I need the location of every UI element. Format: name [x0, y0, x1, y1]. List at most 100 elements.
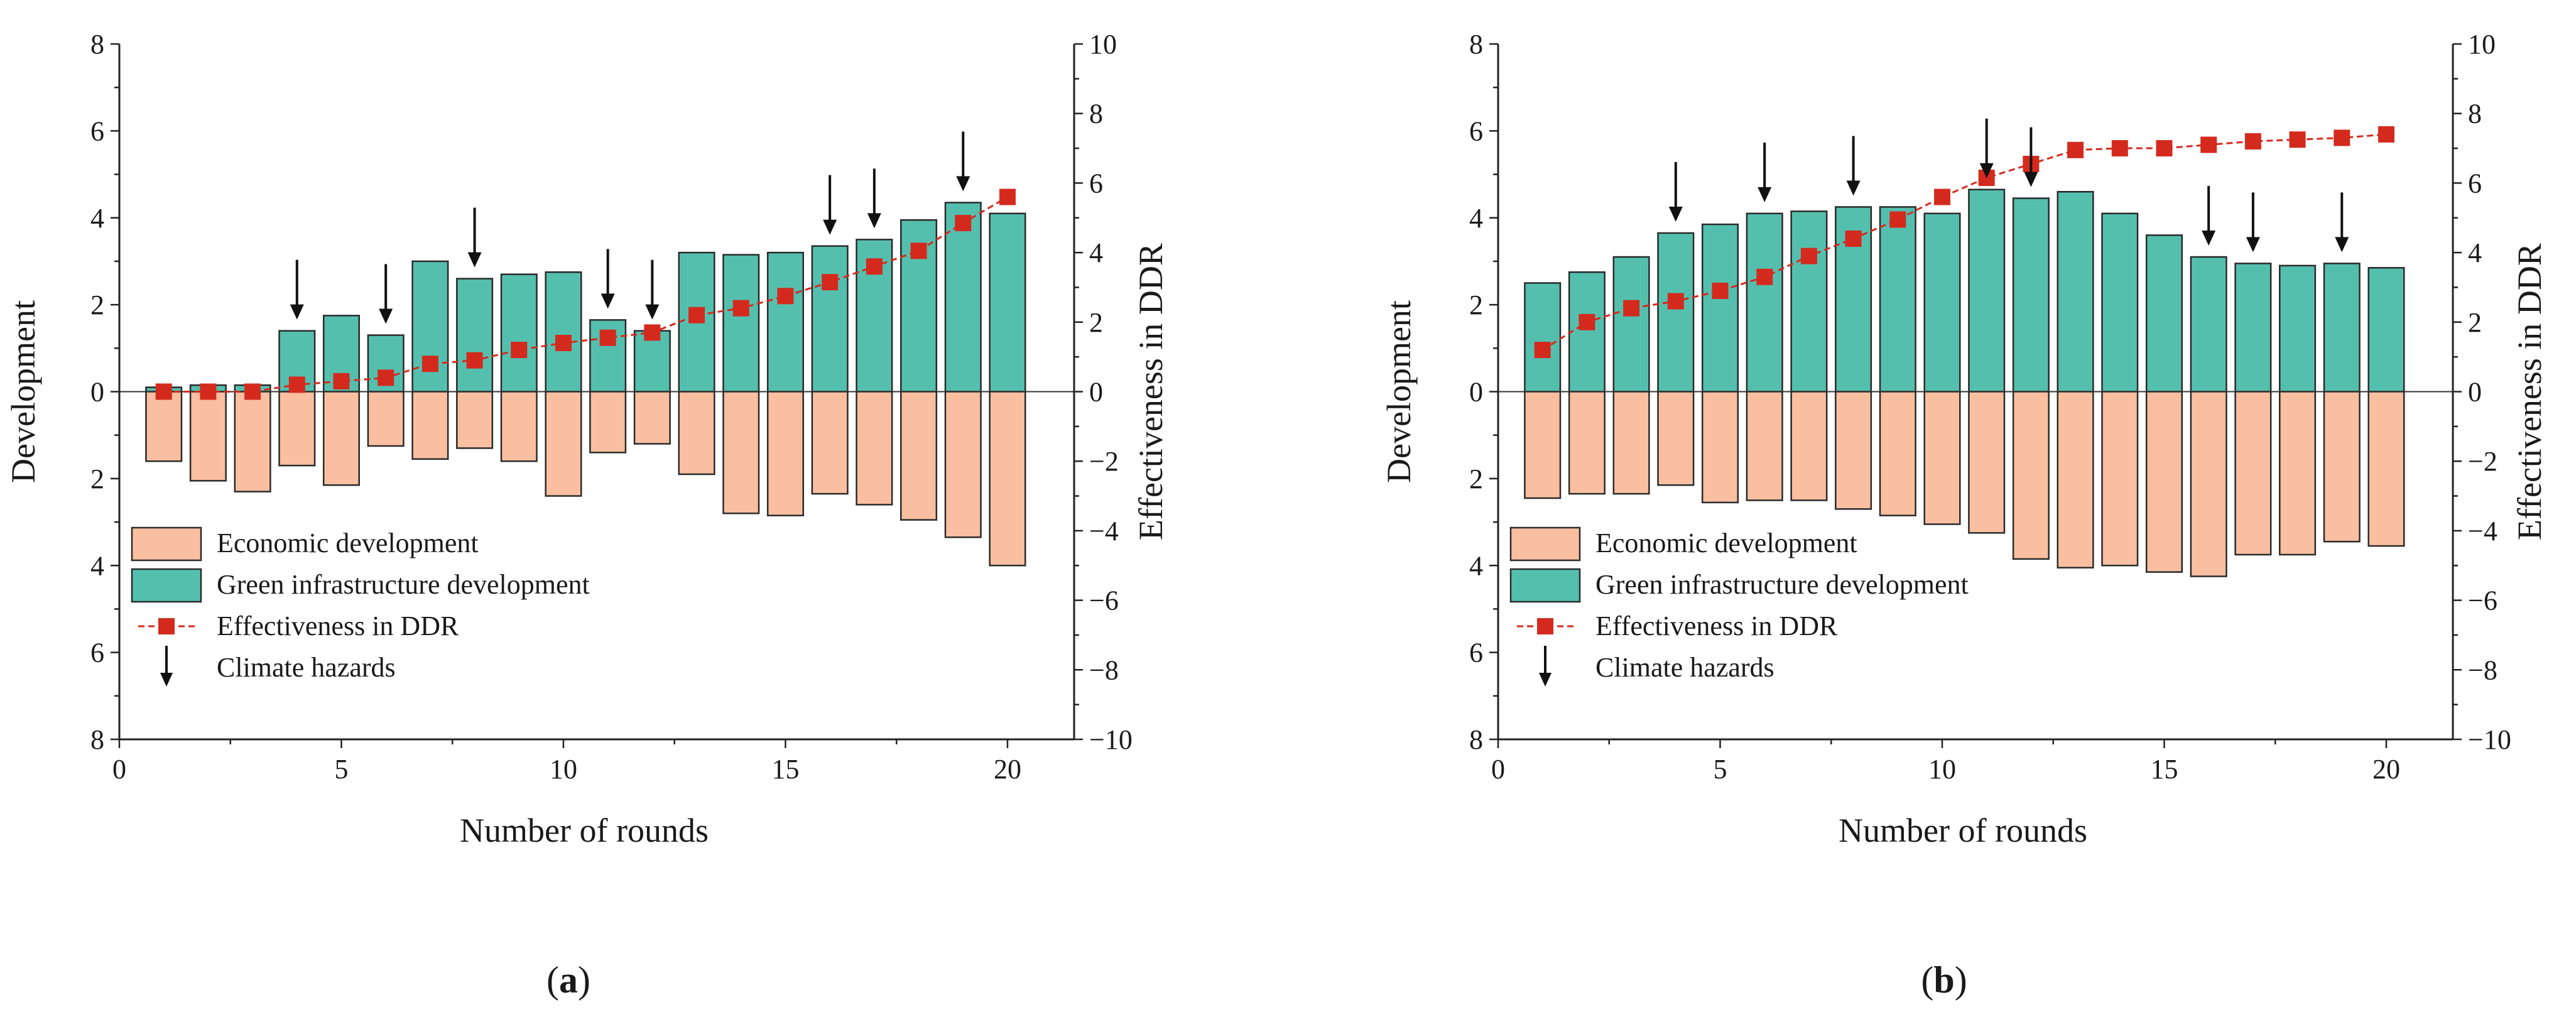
- effectiveness-point: [333, 373, 350, 389]
- y-right-tick-label: 4: [1089, 237, 1103, 268]
- green-infrastructure-bar: [589, 319, 627, 393]
- y-right-tick-label: −10: [2468, 724, 2511, 755]
- economic-development-bar: [678, 391, 715, 476]
- green-infrastructure-bar: [944, 202, 982, 393]
- economic-development-bar: [145, 391, 183, 462]
- green-infrastructure-bar: [2101, 212, 2139, 393]
- effectiveness-point: [1579, 313, 1595, 330]
- climate-hazard-arrow: [2024, 127, 2038, 187]
- y-left-tick-label: 6: [1469, 116, 1483, 146]
- effectiveness-point: [688, 307, 705, 324]
- y-right-tick-label: −2: [2468, 446, 2497, 477]
- y-left-tick-label: 6: [90, 638, 104, 668]
- effectiveness-point: [1889, 211, 1906, 228]
- y-right-tick-label: −6: [1089, 585, 1119, 616]
- green-infrastructure-bar: [1701, 223, 1739, 393]
- green-infrastructure-bar: [989, 212, 1026, 393]
- y-right-tick-label: 0: [2468, 377, 2482, 408]
- climate-hazard-arrow: [2246, 192, 2260, 253]
- effectiveness-point: [599, 329, 616, 346]
- climate-hazard-arrow: [1979, 118, 1994, 178]
- y-left-tick-label: 4: [1469, 203, 1483, 234]
- economic-development-bar: [500, 391, 538, 462]
- y-left-tick-label: 4: [90, 550, 104, 581]
- y-right-tick-label: 8: [1089, 99, 1103, 129]
- y-left-tick-label: 4: [1469, 550, 1483, 581]
- climate-hazard-arrow: [2202, 186, 2216, 246]
- x-tick-label: 5: [334, 754, 348, 785]
- climate-hazard-arrow: [2335, 192, 2349, 253]
- legend-green-label: Green infrastructure development: [217, 569, 590, 600]
- economic-development-bar: [322, 391, 361, 486]
- legend-hazard-arrow-icon: [1539, 646, 1552, 687]
- effectiveness-point: [555, 335, 572, 352]
- green-infrastructure-bar: [456, 278, 494, 393]
- economic-development-bar: [1835, 391, 1872, 510]
- economic-development-bar: [2279, 391, 2317, 556]
- green-infrastructure-bar: [1790, 210, 1828, 393]
- climate-hazard-arrow: [290, 259, 304, 320]
- panel-label-letter: b: [1933, 959, 1954, 1001]
- y-right-axis-title: Effectiveness in DDR: [2511, 243, 2548, 540]
- effectiveness-point: [1667, 293, 1684, 310]
- effectiveness-point: [866, 258, 883, 275]
- panel-label-open: (: [546, 959, 559, 1001]
- x-tick-label: 10: [550, 754, 577, 785]
- effectiveness-point: [1756, 268, 1773, 285]
- legend-green-swatch: [131, 568, 202, 603]
- green-infrastructure-bar: [2145, 234, 2183, 393]
- effectiveness-point: [2156, 140, 2173, 157]
- effectiveness-point: [955, 215, 972, 232]
- y-right-tick-label: 6: [1089, 168, 1103, 199]
- effectiveness-point: [2067, 141, 2084, 158]
- climate-hazard-arrow: [823, 175, 837, 235]
- economic-development-bar: [1923, 391, 1961, 525]
- y-right-tick-label: 6: [2468, 168, 2482, 199]
- effectiveness-point: [1623, 300, 1640, 317]
- economic-development-bar: [234, 391, 271, 492]
- economic-development-bar: [189, 391, 227, 482]
- effectiveness-point: [822, 274, 839, 291]
- economic-development-bar: [367, 391, 405, 447]
- panel-label: (b): [1921, 959, 1967, 1001]
- green-infrastructure-bar: [2057, 190, 2094, 393]
- x-axis-title: Number of rounds: [460, 812, 709, 849]
- effectiveness-point: [1800, 247, 1817, 264]
- economic-development-bar: [1746, 391, 1783, 501]
- legend-effectiveness-marker: [1537, 618, 1553, 634]
- legend-green-label: Green infrastructure development: [1595, 569, 1969, 600]
- y-right-tick-label: −4: [2468, 516, 2497, 547]
- y-right-tick-label: 10: [1089, 29, 1117, 60]
- y-left-tick-label: 8: [90, 724, 104, 755]
- climate-hazard-arrow: [379, 264, 393, 324]
- economic-development-bar: [1879, 391, 1916, 516]
- effectiveness-point: [2378, 126, 2394, 143]
- y-right-tick-label: −10: [1089, 724, 1133, 755]
- legend-economic-label: Economic development: [1595, 528, 1857, 558]
- y-right-tick-label: 2: [2468, 307, 2482, 338]
- green-infrastructure-bar: [722, 254, 760, 393]
- green-infrastructure-bar: [2279, 264, 2317, 393]
- economic-development-bar: [456, 391, 494, 449]
- green-infrastructure-bar: [1879, 206, 1916, 393]
- economic-development-bar: [2145, 391, 2183, 573]
- climate-hazard-arrow: [1758, 142, 1772, 202]
- green-infrastructure-bar: [2234, 263, 2272, 393]
- green-infrastructure-bar: [811, 245, 849, 393]
- climate-hazard-arrow: [601, 249, 615, 309]
- y-left-tick-label: 2: [1469, 290, 1483, 320]
- legend-green-swatch: [1509, 568, 1581, 603]
- x-tick-label: 20: [994, 754, 1021, 785]
- y-right-tick-label: 4: [2468, 237, 2482, 268]
- panel-label: (a): [546, 959, 590, 1001]
- green-infrastructure-bar: [545, 271, 582, 393]
- panel-label-open: (: [1921, 959, 1933, 1001]
- effectiveness-point: [2334, 129, 2350, 146]
- legend-hazards-label: Climate hazards: [1595, 652, 1774, 683]
- green-infrastructure-bar: [2190, 256, 2227, 393]
- effectiveness-point: [777, 288, 794, 305]
- effectiveness-point: [2289, 131, 2306, 148]
- economic-development-bar: [1568, 391, 1606, 495]
- climate-hazard-arrow: [467, 207, 482, 268]
- x-tick-label: 0: [112, 754, 126, 785]
